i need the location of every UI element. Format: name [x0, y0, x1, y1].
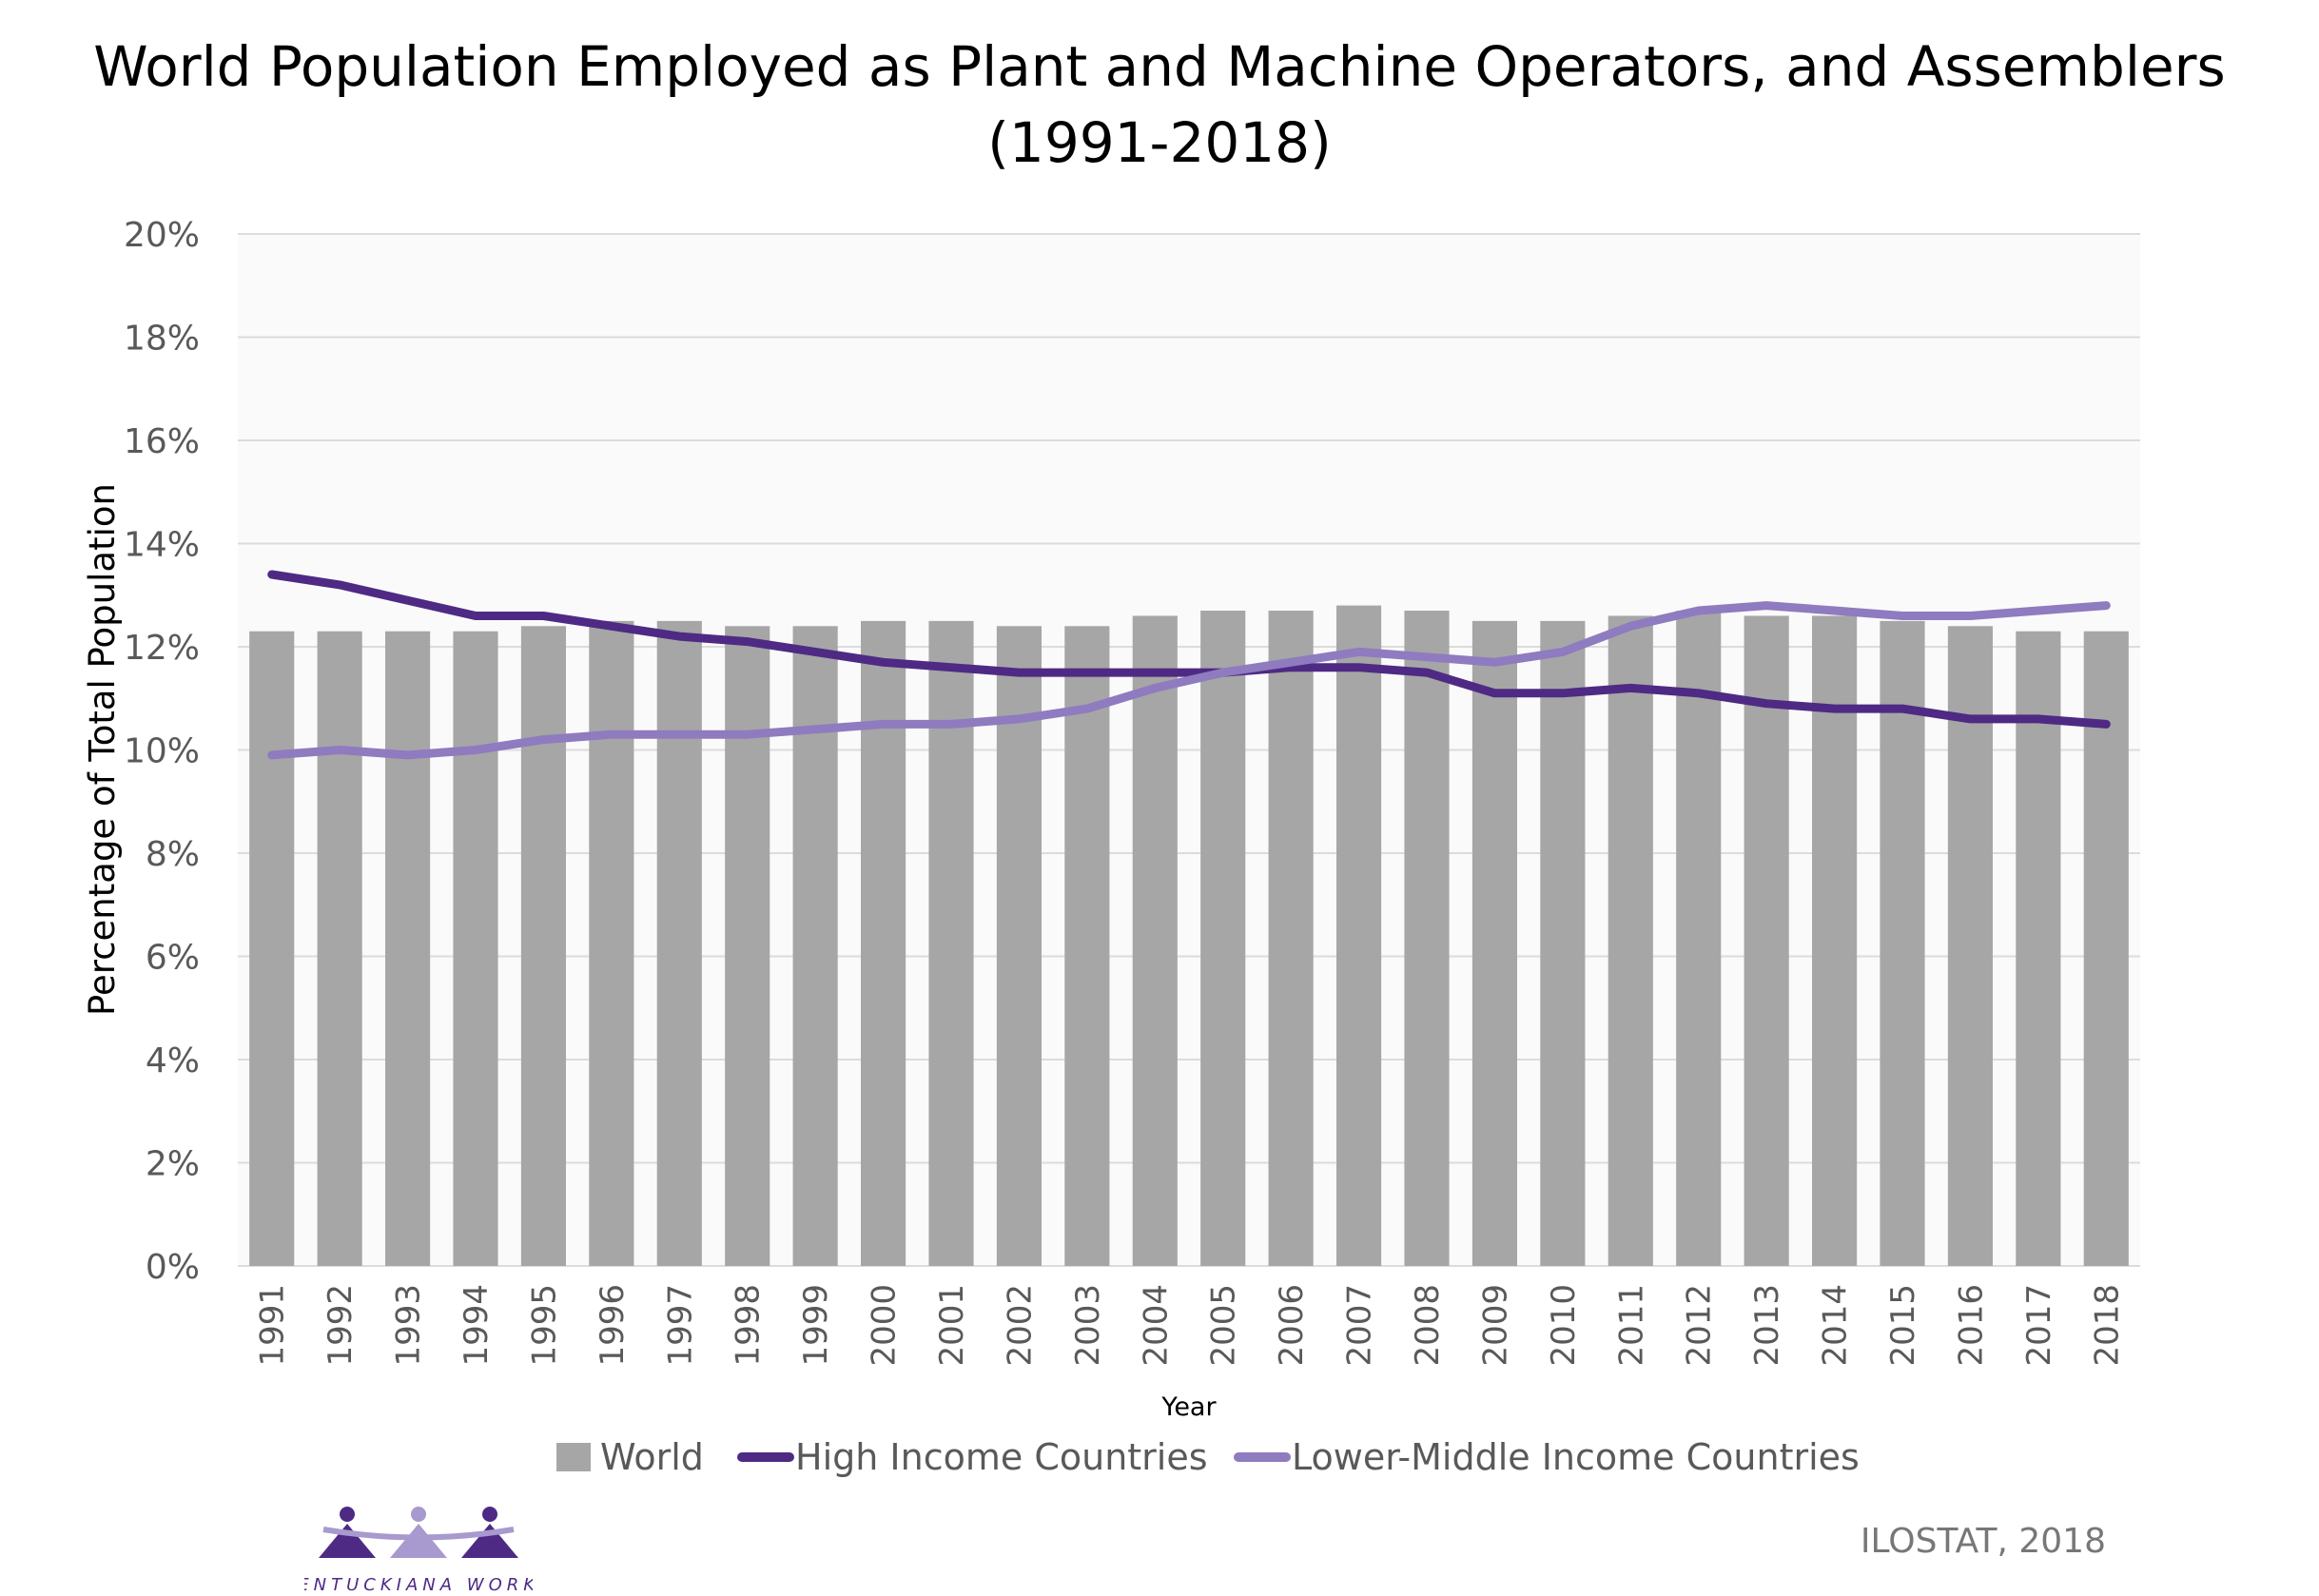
logo-figure-body: [390, 1524, 447, 1558]
x-tick-label: 2010: [1545, 1284, 1583, 1367]
bar: [1471, 620, 1517, 1266]
bar: [1540, 620, 1586, 1266]
bar: [317, 631, 362, 1266]
x-tick-label: 2004: [1137, 1284, 1175, 1367]
bar: [1064, 626, 1110, 1266]
x-tick-label: 2016: [1952, 1284, 1990, 1367]
bar-series-world: [249, 605, 2129, 1266]
bar: [861, 620, 906, 1266]
legend-label: High Income Countries: [795, 1436, 1208, 1478]
x-tick-label: 1996: [594, 1284, 632, 1367]
x-tick-label: 2002: [1001, 1284, 1039, 1367]
bar: [2016, 631, 2061, 1266]
bar: [1744, 615, 1789, 1266]
x-tick-label: 1995: [525, 1284, 563, 1367]
bar: [725, 626, 770, 1266]
line-series: [267, 570, 2111, 760]
bar: [996, 626, 1042, 1266]
x-tick-label: 2014: [1817, 1284, 1855, 1367]
x-tick-label: 1992: [322, 1284, 360, 1367]
bar: [1336, 605, 1382, 1266]
legend: World High Income Countries Lower-Middle I…: [556, 1436, 1860, 1478]
bar: [385, 631, 431, 1266]
bar: [1200, 611, 1246, 1266]
x-tick-label: 1991: [254, 1284, 292, 1367]
logo-figure-body: [461, 1524, 518, 1558]
bar: [1947, 626, 1993, 1266]
x-tick-label: 1998: [730, 1284, 768, 1367]
bar: [792, 626, 838, 1266]
x-tick-label: 2015: [1884, 1284, 1922, 1367]
x-tick-label: 1993: [390, 1284, 428, 1367]
x-tick-label: 2003: [1069, 1284, 1107, 1367]
bar: [1268, 611, 1314, 1266]
line-series-0: [267, 570, 2111, 729]
bar: [1676, 611, 1722, 1266]
x-axis-label: Year: [1160, 1392, 1217, 1422]
x-tick-label: 2000: [866, 1284, 904, 1367]
y-tick-label: 10%: [124, 732, 200, 771]
chart-title: World Population Employed as Plant and M…: [0, 29, 2319, 181]
chart-title-line-2: (1991-2018): [987, 110, 1332, 175]
bar: [928, 620, 974, 1266]
logo-arms: [322, 1527, 515, 1541]
kentuckiana-works-logo: KENTUCKIANA WORKS: [304, 1507, 533, 1595]
y-tick-label: 4%: [146, 1041, 200, 1080]
bar: [1880, 620, 1925, 1266]
y-tick-label: 6%: [146, 939, 200, 978]
y-tick-label: 20%: [124, 216, 200, 255]
y-axis-ticks: 0% 2% 4% 6% 8% 10% 12% 14% 16% 18% 20%: [124, 216, 200, 1287]
y-axis-label: Percentage of Total Population: [82, 483, 123, 1016]
bar: [1404, 611, 1450, 1266]
y-tick-label: 16%: [124, 422, 200, 461]
bar: [453, 631, 498, 1266]
x-tick-label: 2006: [1273, 1284, 1311, 1367]
bar: [2083, 631, 2129, 1266]
bar: [520, 626, 566, 1266]
line-series-1: [267, 601, 2111, 760]
legend-label: Lower-Middle Income Countries: [1292, 1436, 1860, 1478]
x-tick-label: 2005: [1205, 1284, 1243, 1367]
chart-title-line-1: World Population Employed as Plant and M…: [93, 34, 2226, 99]
logo-text: KENTUCKIANA WORKS: [304, 1575, 533, 1595]
x-tick-label: 2011: [1612, 1284, 1650, 1367]
source-note: ILOSTAT, 2018: [1860, 1522, 2106, 1561]
x-tick-label: 1994: [458, 1284, 496, 1367]
bar: [1608, 615, 1653, 1266]
x-tick-label: 2008: [1409, 1284, 1447, 1367]
legend-label: World: [600, 1436, 704, 1478]
legend-swatch: [556, 1443, 591, 1471]
bar: [249, 631, 295, 1266]
x-tick-label: 2009: [1476, 1284, 1514, 1367]
x-tick-label: 1997: [661, 1284, 699, 1367]
y-tick-label: 2%: [146, 1145, 200, 1184]
logo-figure-body: [319, 1524, 376, 1558]
y-tick-label: 12%: [124, 629, 200, 668]
logo-figure-head: [482, 1507, 497, 1522]
logo-figure-head: [411, 1507, 426, 1522]
y-tick-label: 14%: [124, 526, 200, 565]
x-tick-label: 2001: [933, 1284, 971, 1367]
x-tick-label: 2017: [2020, 1284, 2058, 1367]
y-tick-label: 8%: [146, 835, 200, 874]
y-tick-label: 18%: [124, 320, 200, 359]
logo-figures-icon: [319, 1507, 518, 1558]
x-tick-label: 2007: [1341, 1284, 1379, 1367]
bar: [1812, 615, 1858, 1266]
bar: [1132, 615, 1178, 1266]
x-tick-label: 2013: [1748, 1284, 1786, 1367]
x-tick-label: 1999: [797, 1284, 835, 1367]
logo-figure-head: [340, 1507, 355, 1522]
bar: [589, 620, 634, 1266]
x-tick-label: 2018: [2088, 1284, 2126, 1367]
x-axis-ticks: 1991 1992 1993 1994 1995 1996 1997 1998 1999 2000…: [254, 1284, 2127, 1367]
x-tick-label: 2012: [1681, 1284, 1719, 1367]
bar: [656, 620, 702, 1266]
y-tick-label: 0%: [146, 1248, 200, 1287]
